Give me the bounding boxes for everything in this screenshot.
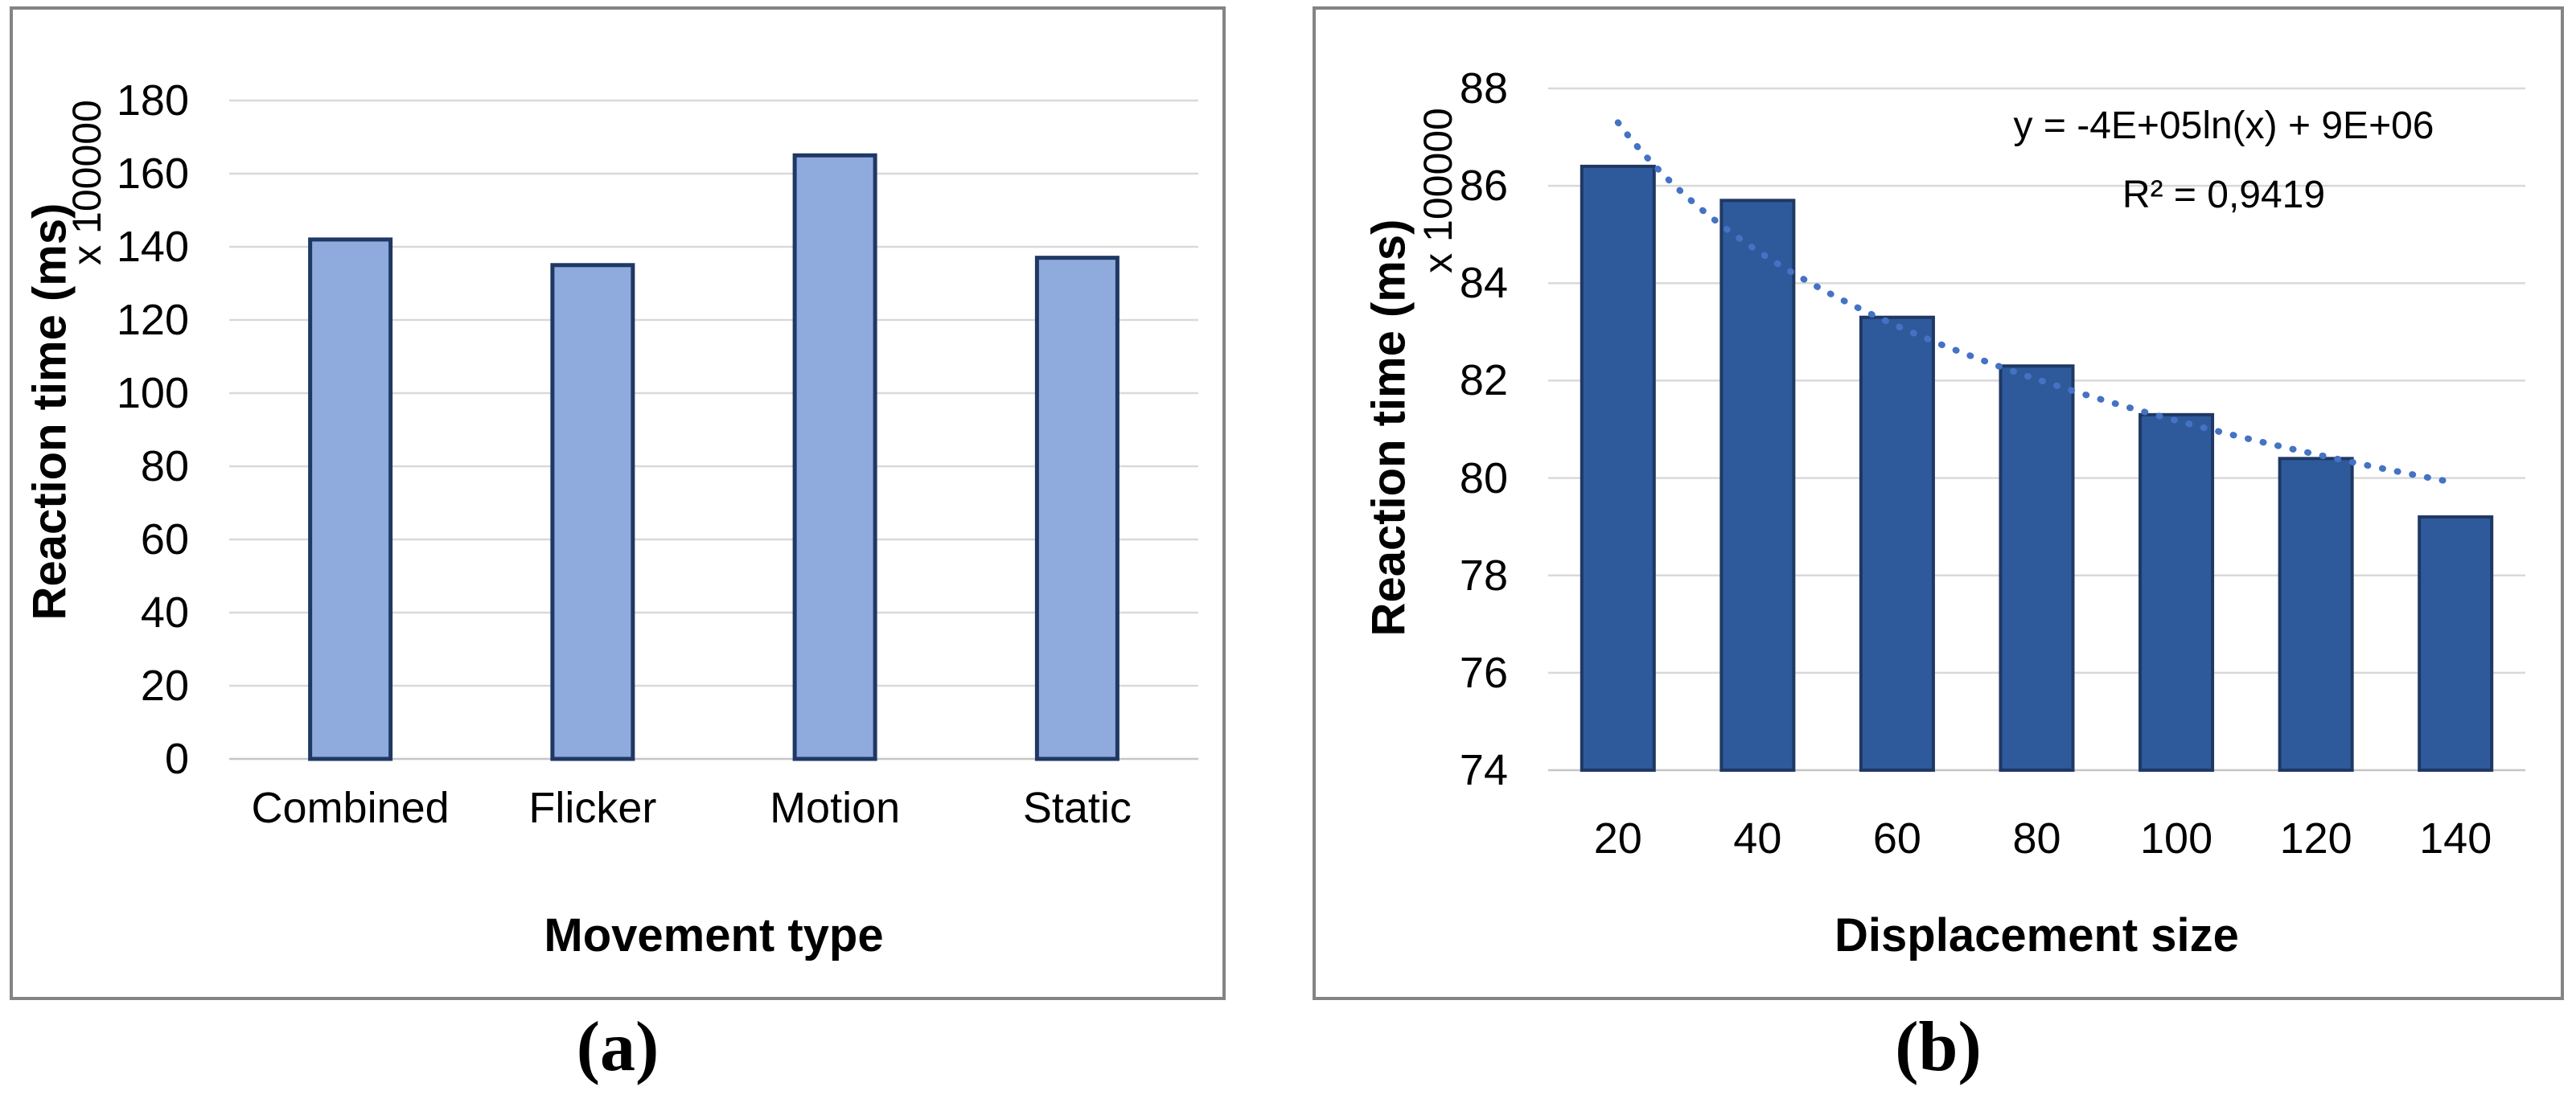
x-category-label-Motion: Motion (770, 784, 901, 832)
y-tick-label-140: 140 (116, 223, 189, 271)
y-tick-label-120: 120 (116, 296, 189, 344)
x-category-label-120: 120 (2279, 814, 2352, 863)
y-tick-label-86: 86 (1459, 162, 1508, 211)
bar-Flicker (550, 263, 635, 761)
bar-120 (2278, 457, 2354, 772)
bar-Motion (792, 153, 877, 761)
y-tick-label-180: 180 (116, 76, 189, 125)
chart-b-y-axis-title: Reaction time (ms) (1362, 219, 1415, 637)
y-tick-label-0: 0 (164, 735, 189, 783)
chart-a-plot-area (229, 99, 1198, 761)
chart-a-y-axis-multiplier: x 100000 (64, 100, 109, 265)
y-tick-label-160: 160 (116, 150, 189, 198)
y-tick-label-88: 88 (1459, 64, 1508, 113)
x-category-label-Combined: Combined (251, 784, 450, 832)
trendline-equation-block: y = -4E+05ln(x) + 9E+06 R² = 0,9419 (1822, 92, 2576, 230)
bar-20 (1580, 164, 1656, 772)
y-tick-label-100: 100 (116, 369, 189, 417)
y-tick-label-82: 82 (1459, 356, 1508, 405)
trendline-equation: y = -4E+05ln(x) + 9E+06 (2013, 105, 2434, 147)
y-tick-label-40: 40 (140, 588, 189, 637)
x-category-label-80: 80 (2012, 814, 2061, 863)
x-category-label-Flicker: Flicker (528, 784, 657, 832)
y-tick-label-84: 84 (1459, 259, 1508, 308)
bar-140 (2418, 515, 2494, 772)
x-category-label-140: 140 (2419, 814, 2492, 863)
x-category-label-40: 40 (1733, 814, 1782, 863)
y-tick-label-76: 76 (1459, 648, 1508, 697)
bar-100 (2138, 412, 2215, 772)
chart-panel-b: 74 76 78 80 82 84 86 88 20 40 60 80 100 120 140 React… (1313, 6, 2564, 1000)
x-category-label-Static: Static (1022, 784, 1132, 832)
caption-b: (b) (1895, 1008, 1982, 1086)
x-category-label-100: 100 (2140, 814, 2213, 863)
bar-40 (1719, 199, 1796, 773)
y-tick-label-74: 74 (1459, 746, 1508, 794)
chart-a-x-axis-title: Movement type (544, 909, 884, 962)
x-category-label-60: 60 (1872, 814, 1921, 863)
x-category-label-20: 20 (1593, 814, 1642, 863)
bar-80 (1999, 364, 2075, 772)
chart-b-x-axis-title: Displacement size (1834, 909, 2239, 962)
y-tick-label-80: 80 (1459, 453, 1508, 502)
chart-panel-a: 0 20 40 60 80 100 120 140 160 180 Combined Flicker… (10, 6, 1226, 1000)
bar-Static (1034, 256, 1120, 761)
chart-b-y-axis-multiplier: x 100000 (1415, 108, 1461, 273)
caption-a: (a) (576, 1008, 659, 1086)
y-tick-label-20: 20 (140, 662, 189, 710)
bar-Combined (308, 237, 393, 761)
chart-a-y-axis-title: Reaction time (ms) (23, 203, 76, 621)
bar-60 (1859, 315, 1935, 772)
y-tick-label-80: 80 (140, 442, 189, 490)
y-tick-label-78: 78 (1459, 551, 1508, 600)
y-tick-label-60: 60 (140, 515, 189, 564)
trendline-r-squared: R² = 0,9419 (2122, 174, 2326, 216)
chart-b-plot-area (1548, 87, 2525, 773)
